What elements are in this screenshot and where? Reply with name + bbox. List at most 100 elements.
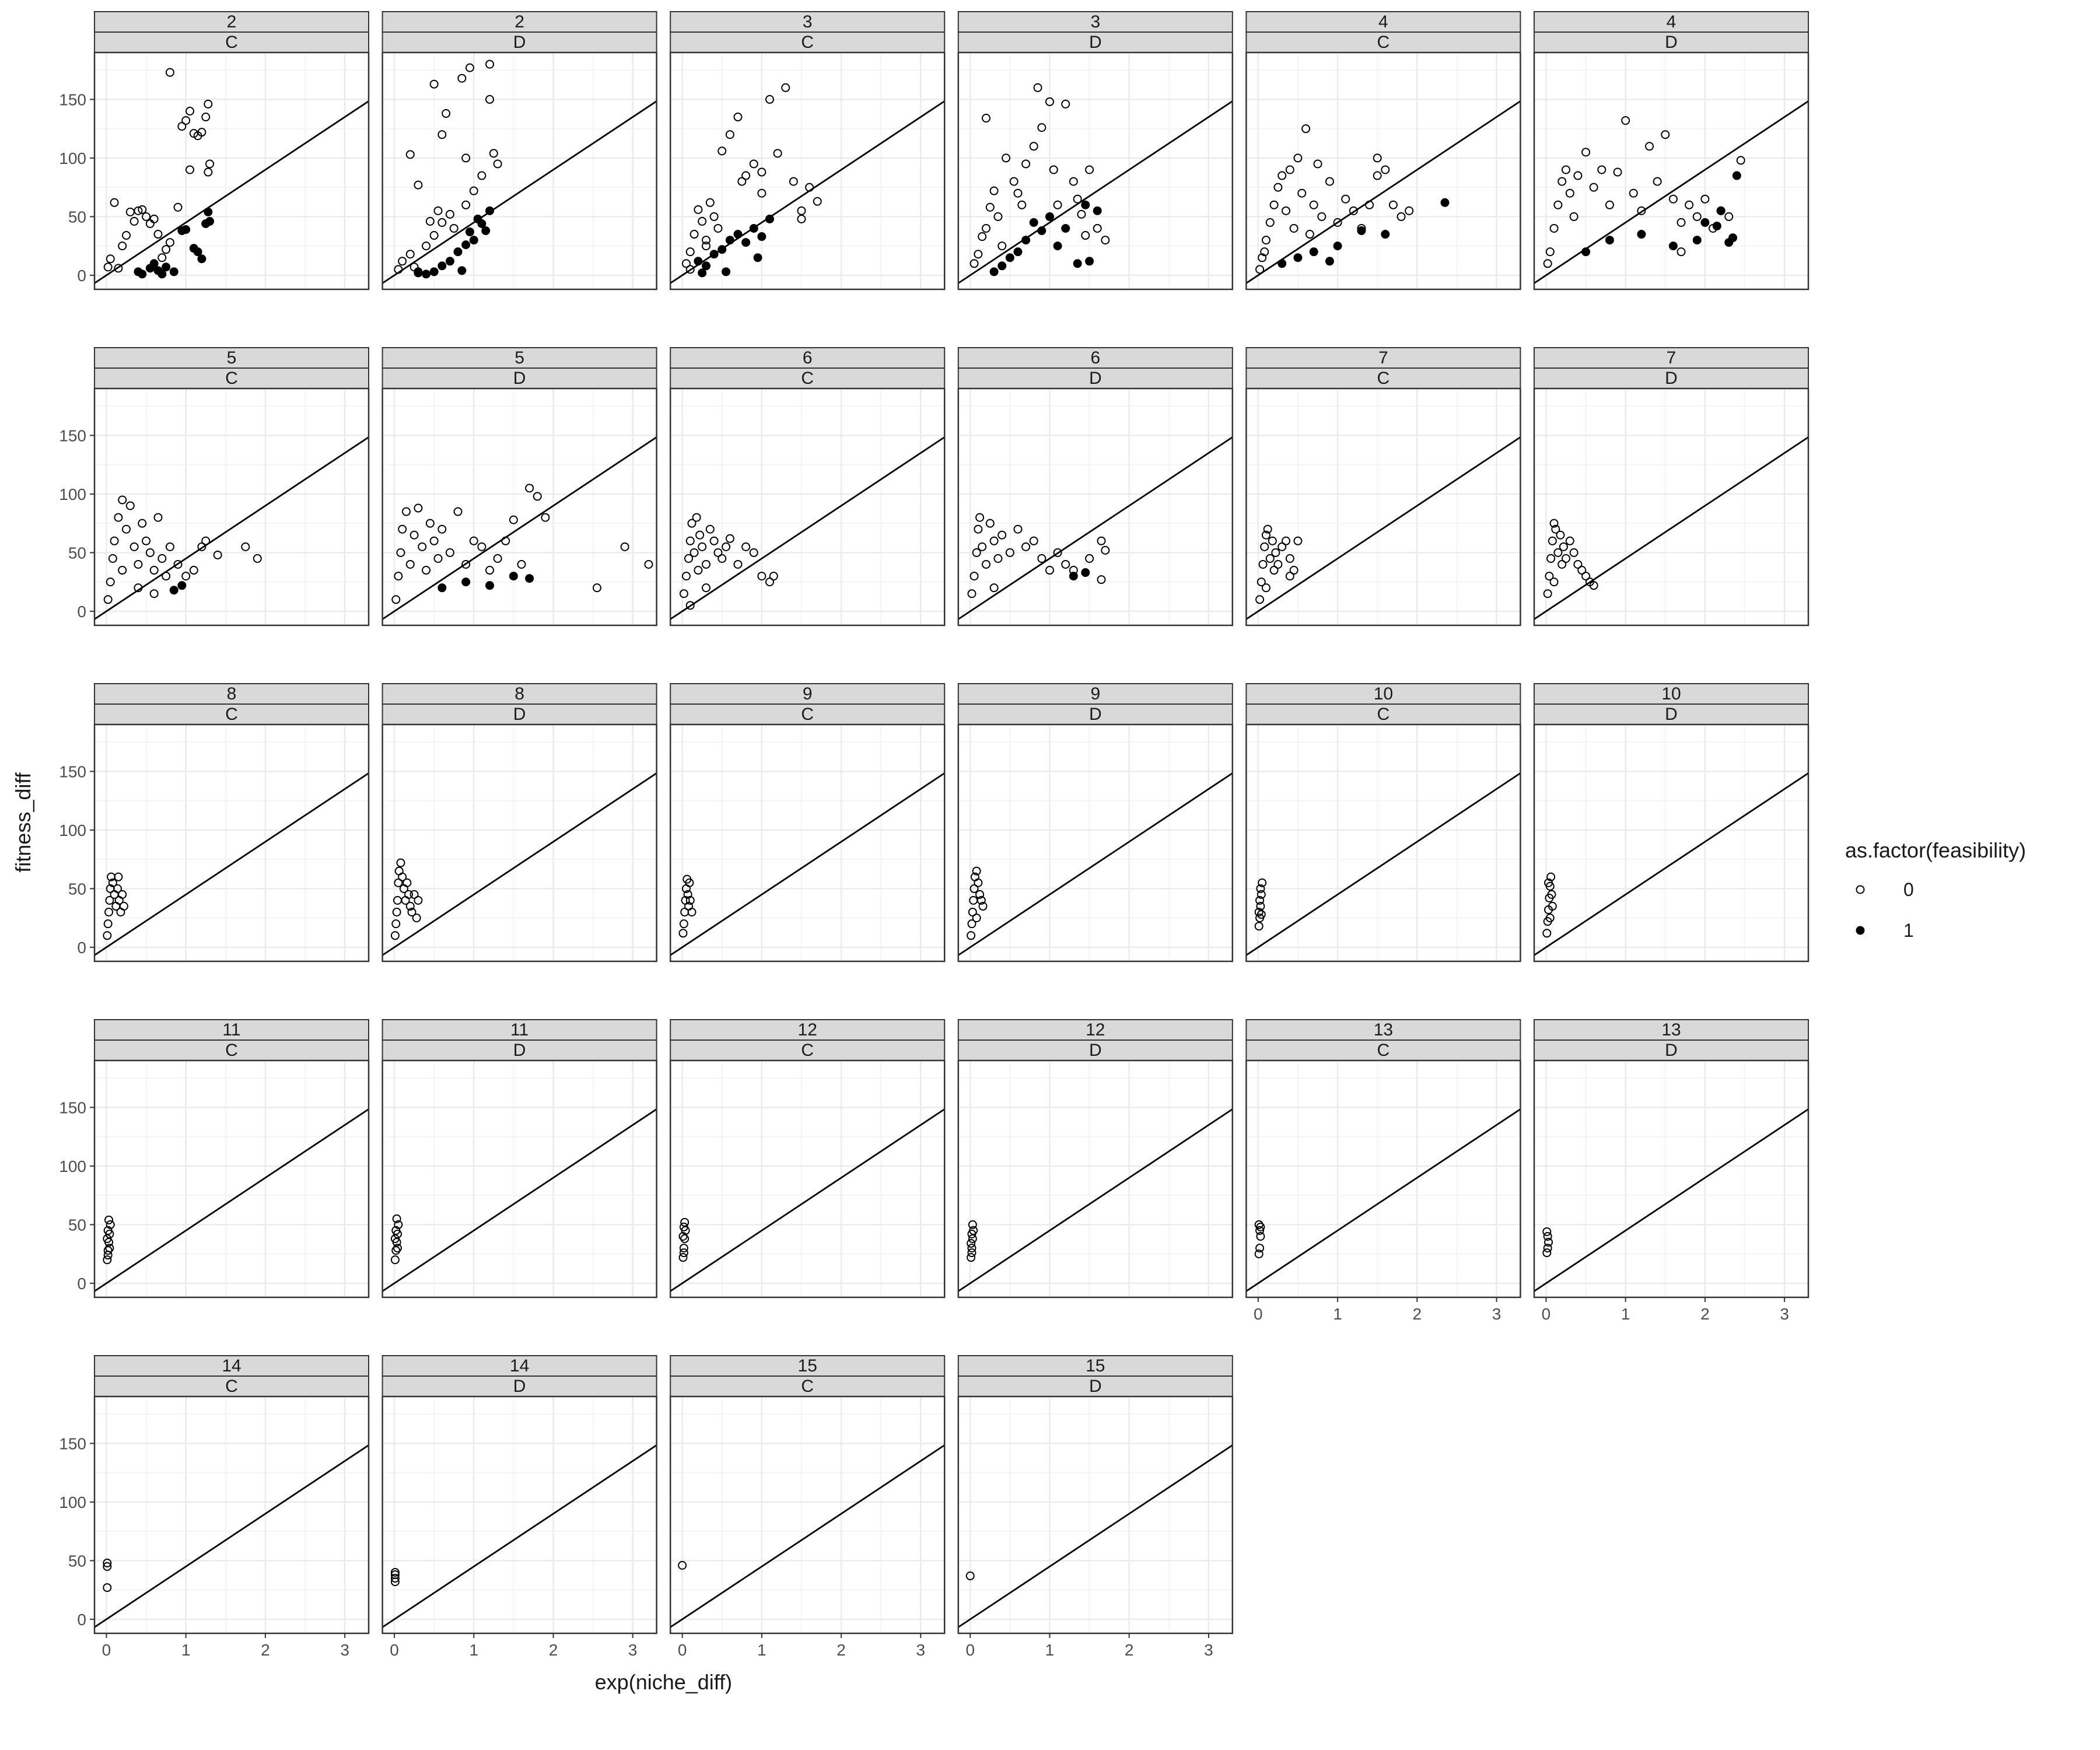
facet-strip-col (670, 1376, 946, 1397)
data-point-infeasible (1081, 231, 1090, 240)
data-point-feasible (453, 247, 463, 257)
data-point-infeasible (1256, 890, 1266, 899)
facet-strip-row-label: 3 (803, 12, 813, 32)
data-point-infeasible (1258, 878, 1267, 887)
data-point-feasible (461, 578, 471, 587)
data-point-infeasible (684, 554, 694, 563)
data-point-infeasible (394, 878, 403, 887)
reference-line (1534, 436, 1808, 620)
panel-border (1245, 51, 1521, 290)
data-point-infeasible (678, 1253, 688, 1262)
data-point-infeasible (138, 205, 147, 214)
data-point-infeasible (149, 214, 159, 223)
data-point-feasible (1692, 236, 1702, 245)
reference-line (382, 1444, 657, 1628)
data-point-infeasible (201, 113, 211, 122)
data-point-infeasible (1542, 1248, 1552, 1258)
facet-strip-row-label: 5 (514, 348, 524, 368)
facet-strip-col (1245, 704, 1521, 725)
y-axis-title: fitness_diff (11, 772, 35, 872)
facet-strip-col (382, 704, 657, 725)
facet-strip-row (957, 683, 1233, 705)
reference-line (94, 1108, 369, 1292)
data-point-infeasible (533, 492, 542, 501)
facet-strip-row-label: 13 (1661, 1020, 1681, 1040)
facet-strip-row-label: 10 (1661, 684, 1681, 704)
facet-strip-row-label: 5 (227, 348, 237, 368)
data-point-feasible (1069, 572, 1078, 581)
x-tick-label: 3 (916, 1641, 926, 1659)
data-point-infeasible (993, 212, 1003, 221)
facet-panel: 13C 0 1 2 3 (1245, 1019, 1521, 1323)
data-point-feasible (1325, 257, 1334, 266)
data-point-infeasible (142, 212, 151, 221)
data-point-infeasible (687, 519, 696, 528)
x-axis-title: exp(niche_diff) (595, 1670, 732, 1694)
data-point-infeasible (1613, 167, 1622, 177)
facet-strip-col-label: D (1089, 1041, 1102, 1060)
facet-panel: 6C (669, 347, 946, 626)
data-point-infeasible (390, 1574, 400, 1583)
data-point-infeasible (765, 578, 774, 587)
panel-border (1533, 51, 1810, 290)
x-tick-label: 0 (1542, 1305, 1551, 1323)
data-point-infeasible (1033, 83, 1042, 92)
data-point-infeasible (1405, 206, 1414, 215)
x-tick-label: 3 (628, 1641, 638, 1659)
data-point-infeasible (1543, 1244, 1552, 1253)
data-point-feasible (765, 214, 774, 223)
data-point-infeasible (1254, 1250, 1264, 1259)
data-point-infeasible (713, 548, 723, 557)
data-point-infeasible (1297, 188, 1307, 198)
x-tick-label: 2 (1125, 1641, 1134, 1659)
data-point-infeasible (1629, 188, 1638, 198)
panel-border (93, 1059, 370, 1298)
data-point-infeasible (681, 572, 691, 581)
data-point-infeasible (781, 83, 790, 92)
data-point-infeasible (493, 554, 502, 563)
facet-strip-row (670, 683, 946, 705)
x-tick-label: 1 (1333, 1305, 1342, 1323)
facet-strip-row (957, 347, 1233, 369)
data-point-infeasible (114, 872, 123, 881)
data-point-infeasible (679, 589, 688, 598)
y-tick-label: 100 (59, 149, 86, 167)
legend-label: 0 (1903, 879, 1914, 900)
facet-plot-area: 0 1 2 3 (1245, 1059, 1521, 1323)
facet-strip-row-label: 2 (227, 12, 237, 32)
data-point-infeasible (1021, 159, 1031, 169)
data-point-infeasible (749, 159, 758, 169)
data-point-infeasible (489, 149, 498, 158)
facet-panel: 4C (1245, 11, 1521, 290)
x-tick-label: 1 (1621, 1305, 1630, 1323)
y-tick-label: 50 (68, 1552, 86, 1570)
x-tick-label: 1 (181, 1641, 191, 1659)
panel-background (382, 1060, 657, 1297)
data-point-infeasible (201, 536, 211, 545)
data-point-infeasible (1325, 177, 1334, 186)
data-point-infeasible (103, 919, 113, 929)
facet-plot-area (1533, 723, 1810, 963)
y-tick-label: 0 (77, 1275, 86, 1293)
y-tick-label: 100 (59, 1493, 86, 1511)
facet-strip-col (957, 704, 1233, 725)
data-point-feasible (149, 259, 159, 268)
data-point-infeasible (410, 890, 419, 899)
data-point-infeasible (1053, 200, 1062, 209)
data-point-feasible (749, 223, 758, 233)
facet-plot-area (957, 1059, 1234, 1298)
facet-plot-area (1245, 387, 1521, 626)
data-point-infeasible (698, 216, 707, 226)
data-point-infeasible (165, 542, 174, 551)
data-point-infeasible (103, 1558, 112, 1567)
data-point-infeasible (405, 902, 415, 911)
data-point-infeasible (1273, 183, 1283, 192)
data-point-feasible (445, 257, 454, 266)
data-point-infeasible (205, 159, 215, 169)
facet-strip-row (94, 1019, 369, 1041)
data-point-infeasible (1553, 200, 1563, 209)
facet-strip-col-label: C (801, 1041, 814, 1060)
panel-background (670, 52, 945, 289)
data-point-infeasible (975, 890, 985, 899)
data-point-infeasible (757, 188, 766, 198)
